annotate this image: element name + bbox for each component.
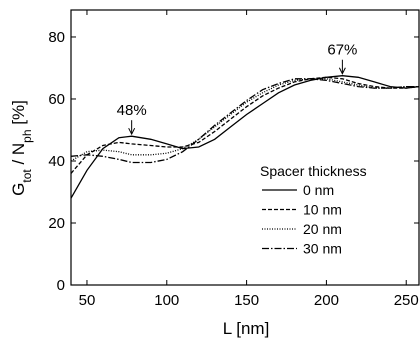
y-label-part: [%] [9,100,28,129]
legend-title: Spacer thickness [260,163,367,179]
series-line [70,75,420,199]
x-tick-label: 250 [394,292,419,309]
x-tick-label: 150 [234,292,259,309]
legend-label: 20 nm [303,221,342,237]
annotation-arrowhead [128,127,136,136]
plot-frame [70,9,420,286]
y-tick-label: 60 [48,91,65,108]
y-label-part: G [9,183,28,196]
legend-label: 10 nm [303,202,342,218]
x-tick-label: 50 [79,292,96,309]
x-axis-label: L [nm] [223,319,270,338]
series-line [70,78,419,164]
y-label-part: / N [9,143,28,169]
y-tick-label: 40 [48,153,65,170]
y-label-part: ph [20,129,34,142]
y-tick-label: 20 [48,215,65,232]
annotation: 48% [117,102,147,119]
series-line [70,76,420,174]
legend-label: 30 nm [303,241,342,257]
series-line [70,78,419,162]
annotation: 67% [327,42,357,59]
y-label-part: tot [20,169,34,183]
legend-label: 0 nm [303,182,334,198]
x-tick-label: 200 [314,292,339,309]
annotation-arrowhead [338,67,346,75]
y-axis-label: Gtot / Nph [%] [9,100,34,196]
x-tick-label: 100 [154,292,179,309]
y-tick-label: 80 [48,29,65,46]
y-tick-label: 0 [57,277,65,294]
